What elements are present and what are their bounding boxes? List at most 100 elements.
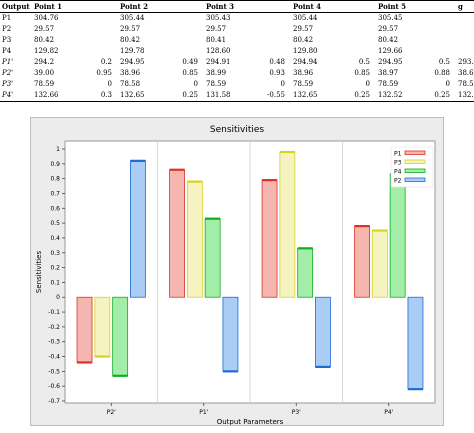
table-cell: 38.63	[458, 69, 474, 77]
bar-p4	[112, 296, 129, 377]
table-cell: 80.42	[378, 36, 399, 44]
table-header: Point 4	[291, 0, 346, 13]
table-cell: 294.91	[206, 58, 231, 66]
y-tick-label: -0.7	[48, 398, 60, 405]
table-cell: 129.82	[34, 47, 59, 55]
chart-title: Sensitivities	[210, 125, 265, 135]
bar-p1	[354, 225, 370, 298]
bar-p4	[389, 173, 406, 298]
table-cell: 38.96	[293, 69, 314, 77]
x-tick-label: P2'	[107, 409, 116, 416]
table-cell: 0.3	[90, 90, 118, 102]
table-cell: 0.5	[438, 58, 450, 66]
y-tick-label: 0.9	[50, 161, 60, 168]
table-row: P1 304.76 305.44 305.43 305.44 305.45	[0, 13, 474, 25]
bar-p3	[279, 151, 296, 298]
table-header: Point 3	[204, 0, 259, 13]
y-tick-label: 0.4	[50, 235, 60, 242]
table-cell: 0	[280, 80, 285, 88]
row-label: P3'	[2, 80, 14, 88]
y-tick-label: 0.8	[50, 176, 60, 183]
row-label: P1	[2, 14, 12, 22]
table-header: Point 5	[376, 0, 426, 13]
bar-p4	[204, 218, 221, 298]
table-cell: 0	[445, 80, 450, 88]
table-header	[346, 0, 376, 13]
row-label: P3	[2, 36, 12, 44]
table-cell	[456, 35, 474, 46]
table-cell: 29.57	[34, 25, 55, 33]
x-axis-label: Output Parameters	[217, 418, 284, 425]
table-cell: 78.59	[293, 80, 314, 88]
bar-p3	[186, 181, 203, 298]
table-cell: 38.99	[206, 69, 227, 77]
table-row: P2' 39.00 0.95 38.96 0.85 38.99 0.93 38.96 0.85 3…	[0, 68, 474, 79]
table-cell	[259, 35, 291, 46]
legend-label: P1	[394, 151, 402, 158]
table-cell: 305.45	[378, 14, 403, 22]
bar-p2	[222, 296, 239, 372]
table-cell	[90, 46, 118, 57]
row-label: P1'	[2, 58, 14, 66]
table-cell: 29.57	[378, 25, 399, 33]
table-cell: 129.80	[293, 47, 318, 55]
bar-p2	[407, 296, 424, 390]
legend-swatch	[404, 150, 426, 155]
table-header: Output	[0, 0, 32, 13]
chart-canvas: Sensitivities 1 0.9 0.8 0.7 0.6 0.5 0.4 0.3 0.2 0.…	[35, 125, 436, 425]
table-header: Point 2	[118, 0, 173, 13]
bar-p2	[315, 296, 331, 368]
table-cell	[90, 24, 118, 35]
y-tick-label: -0.4	[48, 354, 60, 361]
table-cell: 131.58	[204, 90, 259, 102]
table-cell: 80.41	[206, 36, 227, 44]
table-cell: 38.96	[120, 69, 141, 77]
table-cell	[173, 13, 204, 25]
table-cell: 0.49	[182, 58, 198, 66]
table-cell	[456, 46, 474, 57]
table-cell	[173, 46, 204, 57]
table-cell: 29.57	[206, 25, 227, 33]
table-row: P4 129.82 129.78 128.60 129.80 129.66	[0, 46, 474, 57]
y-tick-label: -0.6	[48, 383, 60, 390]
table-cell: 80.42	[293, 36, 314, 44]
table-cell: 0.95	[96, 69, 112, 77]
table-cell	[90, 35, 118, 46]
table-cell: 0.25	[173, 90, 204, 102]
table-cell	[259, 24, 291, 35]
table-cell: 0.93	[269, 69, 285, 77]
results-table: Output Point 1 Point 2 Point 3 Point 4 P…	[0, 0, 474, 102]
legend-swatch	[404, 168, 426, 173]
y-axis-label: Sensitivities	[35, 251, 43, 294]
table-cell: 80.42	[34, 36, 55, 44]
legend-swatch	[404, 159, 426, 164]
table-cell: 39.00	[34, 69, 55, 77]
y-tick-label: 1	[56, 146, 60, 153]
table-cell: 305.44	[120, 14, 145, 22]
row-label: P2'	[2, 69, 14, 77]
table-cell: 29.57	[120, 25, 141, 33]
table-cell: 0	[193, 80, 198, 88]
bar-p2	[130, 160, 146, 298]
table-cell: 0.25	[426, 90, 456, 102]
legend-label: P3	[394, 160, 402, 167]
table-cell: 0.85	[182, 69, 198, 77]
bar-p4	[297, 247, 314, 298]
table-cell: 293.49	[458, 58, 474, 66]
y-tick-label: 0.2	[50, 265, 60, 272]
table-cell: 29.57	[293, 25, 314, 33]
table-cell	[259, 46, 291, 57]
y-tick-label: 0.1	[50, 279, 60, 286]
table-cell: 129.66	[378, 47, 403, 55]
table-cell: 128.60	[206, 47, 231, 55]
table-header: Point 1	[32, 0, 90, 13]
legend-label: P4	[394, 169, 402, 176]
table-cell: 78.59	[458, 80, 474, 88]
table-cell: 78.59	[34, 80, 55, 88]
bar-p3	[94, 296, 111, 357]
table-cell	[426, 46, 456, 57]
y-tick-label: -0.3	[48, 339, 60, 346]
table-header	[173, 0, 204, 13]
table-cell	[173, 35, 204, 46]
y-tick-label: 0	[56, 294, 60, 301]
